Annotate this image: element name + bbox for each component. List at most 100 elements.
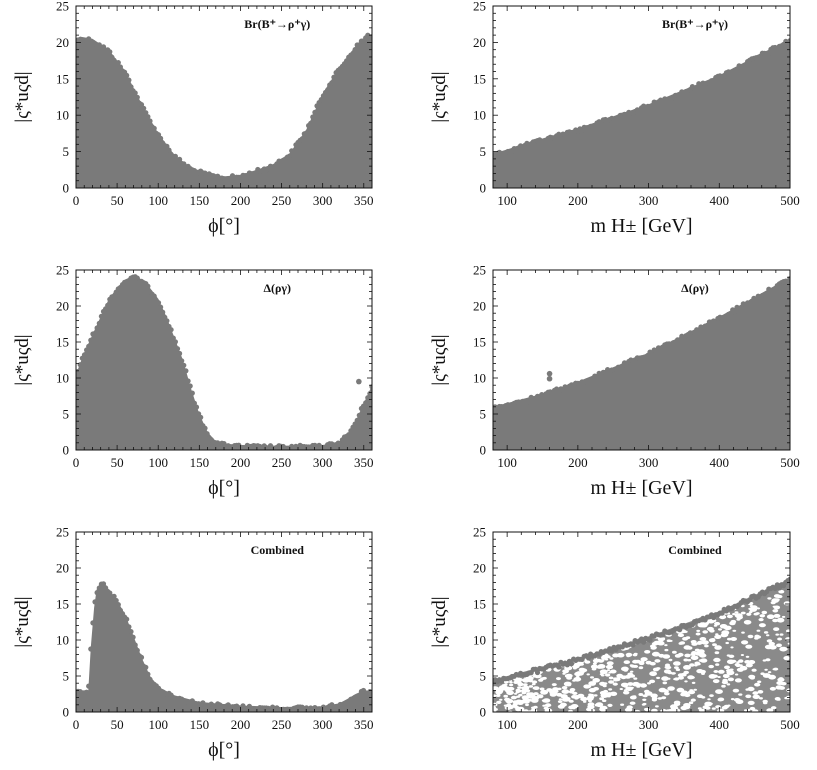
x-tick-label: 150 <box>190 717 210 732</box>
point <box>86 683 92 689</box>
scatter-region <box>493 276 790 450</box>
point <box>179 358 185 364</box>
region-fill <box>493 38 790 188</box>
y-tick-label: 20 <box>56 561 69 576</box>
y-tick-label: 0 <box>63 181 70 196</box>
point <box>151 125 157 131</box>
x-tick-label: 100 <box>497 193 517 208</box>
panel-p2: 100 200 300 400 500 0 5 10 15 20 25 Br(B⁺→ρ⁺γ) m H± … <box>429 0 800 237</box>
point <box>694 85 700 91</box>
point <box>132 642 138 648</box>
point <box>649 352 655 358</box>
x-tick-label: 50 <box>111 717 124 732</box>
panel-p5: 0 50 100 150 200 250 300 350 0 5 10 15 20 25 Combined ϕ… <box>12 525 374 762</box>
point <box>562 133 568 139</box>
point <box>787 576 790 582</box>
point <box>177 156 183 162</box>
x-tick-label: 200 <box>231 455 251 470</box>
point <box>534 669 541 676</box>
y-tick-label: 25 <box>56 263 69 278</box>
point <box>764 290 770 297</box>
x-tick-label: 150 <box>190 193 210 208</box>
region-fill <box>76 275 372 450</box>
x-axis-label: ϕ[°] <box>208 477 240 499</box>
point <box>291 148 297 155</box>
point <box>111 593 117 600</box>
panel-title: Br(B⁺→ρ⁺γ) <box>662 17 728 31</box>
point <box>189 698 195 704</box>
point <box>124 616 130 622</box>
x-tick-label: 300 <box>639 717 659 732</box>
point <box>134 275 140 281</box>
y-tick-label: 10 <box>473 108 486 123</box>
panel-title: Br(B⁺→ρ⁺γ) <box>244 17 310 31</box>
y-tick-label: 5 <box>480 407 487 422</box>
point <box>90 620 96 626</box>
point <box>113 597 119 604</box>
point <box>312 109 318 115</box>
point <box>630 642 636 648</box>
y-tick-label: 25 <box>473 525 486 540</box>
x-tick-label: 200 <box>231 193 251 208</box>
point <box>168 327 174 333</box>
y-tick-label: 5 <box>63 669 70 684</box>
x-tick-label: 250 <box>272 193 292 208</box>
y-axis-label: |ς*uςd| <box>12 71 33 122</box>
x-tick-label: 350 <box>354 717 374 732</box>
x-tick-label: 200 <box>231 717 251 732</box>
y-tick-label: 25 <box>473 0 486 14</box>
point <box>124 72 130 79</box>
x-tick-label: 300 <box>313 193 333 208</box>
point <box>354 417 360 423</box>
point <box>147 118 153 124</box>
y-tick-label: 20 <box>56 299 69 314</box>
point <box>738 305 744 311</box>
panel-p3: 0 50 100 150 200 250 300 350 0 5 10 15 20 25 Δ(ργ) ϕ[°]… <box>12 263 374 500</box>
point <box>624 363 630 369</box>
point <box>86 343 92 349</box>
point <box>286 153 293 159</box>
point <box>365 395 371 401</box>
point <box>98 313 104 319</box>
scatter-region <box>76 581 372 712</box>
point <box>191 400 197 406</box>
point <box>84 689 90 695</box>
point <box>352 47 358 53</box>
region-fill <box>76 33 372 188</box>
point <box>766 51 772 57</box>
point <box>92 330 98 336</box>
x-tick-label: 500 <box>780 717 800 732</box>
point <box>526 398 532 405</box>
point <box>329 80 335 86</box>
x-axis-label: m H± [GeV] <box>590 477 692 499</box>
x-tick-label: 250 <box>272 717 292 732</box>
y-tick-label: 5 <box>63 407 70 422</box>
point <box>96 585 102 591</box>
point <box>158 135 164 141</box>
y-tick-label: 0 <box>63 443 70 458</box>
point <box>134 647 140 654</box>
y-tick-label: 10 <box>56 108 69 123</box>
point <box>164 318 170 324</box>
point <box>728 311 734 317</box>
scatter-region <box>76 274 372 450</box>
x-tick-label: 400 <box>710 717 730 732</box>
x-tick-label: 200 <box>568 193 588 208</box>
x-tick-label: 500 <box>780 455 800 470</box>
point <box>556 664 562 670</box>
panel-title: Combined <box>251 543 305 557</box>
scatter-region <box>76 32 372 188</box>
x-tick-label: 100 <box>148 455 168 470</box>
point <box>76 368 81 375</box>
x-tick-label: 50 <box>111 193 124 208</box>
point <box>350 50 356 57</box>
panel-title: Δ(ργ) <box>263 281 291 295</box>
point <box>204 431 210 437</box>
point <box>126 624 132 630</box>
outlier-point <box>546 370 553 377</box>
x-axis-label: m H± [GeV] <box>590 215 692 237</box>
x-tick-label: 100 <box>497 455 517 470</box>
y-tick-label: 20 <box>473 35 486 50</box>
point <box>677 627 683 633</box>
